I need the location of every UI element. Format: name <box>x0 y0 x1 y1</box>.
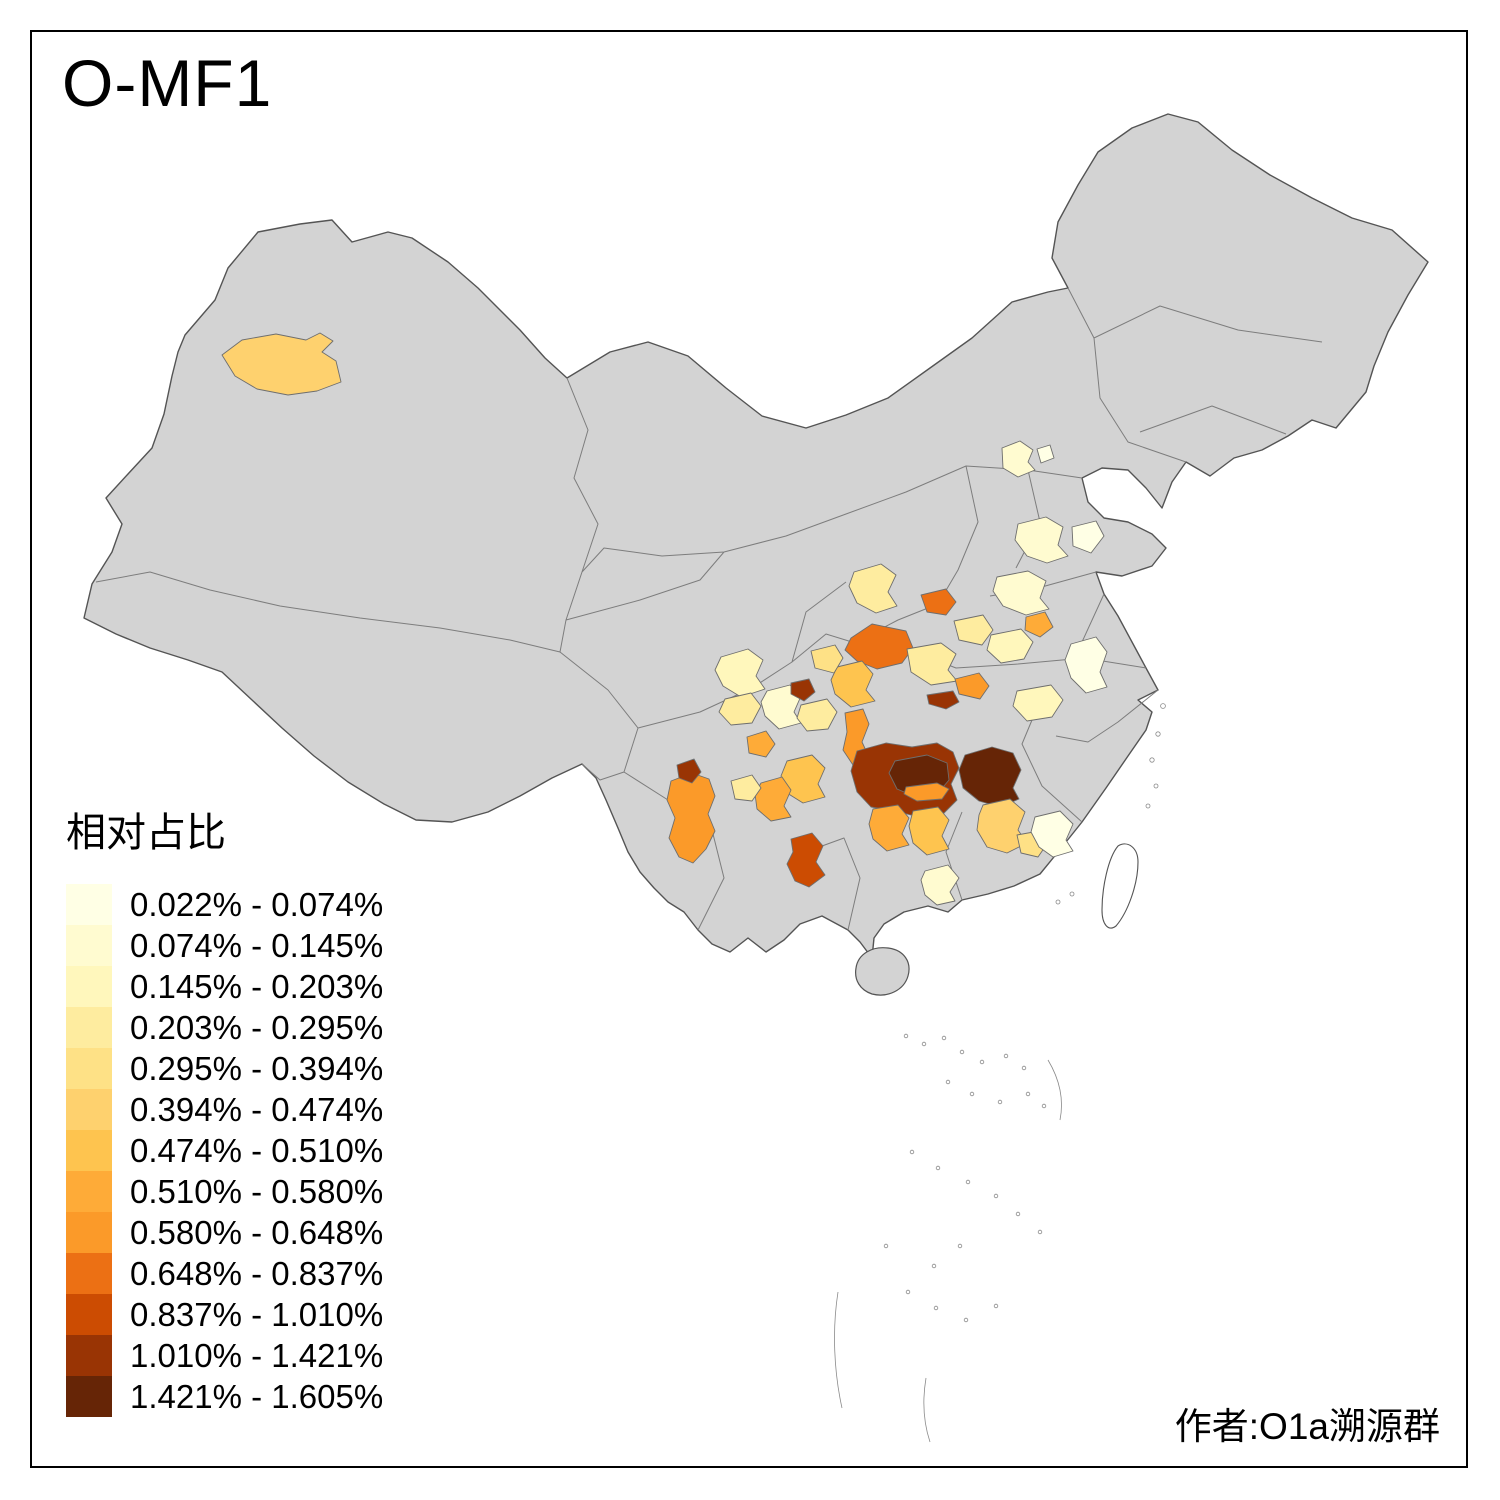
map-region <box>754 776 792 822</box>
legend-row: 1.421% - 1.605% <box>66 1376 383 1417</box>
legend-swatch <box>66 1089 112 1130</box>
legend-swatch <box>66 966 112 1007</box>
map-region <box>976 798 1028 854</box>
map-region <box>790 678 816 702</box>
legend-title: 相对占比 <box>66 811 226 855</box>
legend-label: 1.421% - 1.605% <box>130 1377 384 1415</box>
legend-label: 0.474% - 0.510% <box>130 1131 384 1169</box>
legend-label: 0.837% - 1.010% <box>130 1295 384 1333</box>
legend-swatch <box>66 1007 112 1048</box>
legend-label: 0.648% - 0.837% <box>130 1254 384 1292</box>
legend-label: 0.295% - 0.394% <box>130 1049 384 1087</box>
legend-swatch <box>66 1130 112 1171</box>
map-regions <box>221 332 1108 906</box>
legend-swatch <box>66 1171 112 1212</box>
legend-swatch <box>66 1376 112 1417</box>
map-region <box>920 864 960 906</box>
map-region <box>666 772 716 864</box>
map-region <box>992 570 1050 616</box>
map-region <box>714 648 766 698</box>
map-region <box>1014 516 1069 564</box>
province-borders <box>95 287 1323 931</box>
map-region <box>1012 684 1064 722</box>
figure-border <box>30 30 1468 1468</box>
legend-swatch <box>66 1253 112 1294</box>
hainan-island <box>855 947 910 996</box>
legend-label: 0.394% - 0.474% <box>130 1090 384 1128</box>
map-region <box>730 774 762 802</box>
map-region <box>903 782 950 802</box>
legend-row: 0.510% - 0.580% <box>66 1171 383 1212</box>
map-region <box>796 698 838 732</box>
legend-label: 0.145% - 0.203% <box>130 967 384 1005</box>
page-title: O-MF1 <box>62 46 273 120</box>
legend-row: 0.145% - 0.203% <box>66 966 383 1007</box>
legend-label: 0.510% - 0.580% <box>130 1172 384 1210</box>
map-region <box>786 832 826 888</box>
map-region <box>920 588 957 616</box>
map-region <box>926 690 960 710</box>
map-region <box>848 563 898 614</box>
map-region <box>958 746 1022 808</box>
map-region <box>954 672 990 700</box>
legend-row: 1.010% - 1.421% <box>66 1335 383 1376</box>
map-region <box>906 642 958 686</box>
legend-row: 0.648% - 0.837% <box>66 1253 383 1294</box>
legend-swatch <box>66 884 112 925</box>
legend-label: 0.580% - 0.648% <box>130 1213 384 1251</box>
map-region <box>986 628 1034 664</box>
map-region <box>221 332 342 396</box>
map-region <box>1036 444 1055 464</box>
map-region <box>718 692 762 726</box>
legend-label: 0.022% - 0.074% <box>130 885 384 923</box>
legend-swatch <box>66 1048 112 1089</box>
map-region <box>1064 636 1108 694</box>
taiwan-island <box>1101 843 1139 929</box>
legend-label: 1.010% - 1.421% <box>130 1336 384 1374</box>
legend-row: 0.474% - 0.510% <box>66 1130 383 1171</box>
legend-swatch <box>66 925 112 966</box>
map-region <box>1071 520 1105 554</box>
sea-islands <box>834 703 1166 1443</box>
map-region <box>953 614 994 646</box>
legend-swatch <box>66 1335 112 1376</box>
map-region <box>908 806 950 856</box>
legend-row: 0.074% - 0.145% <box>66 925 383 966</box>
map-region <box>746 730 776 758</box>
map-region <box>676 758 702 784</box>
map-region <box>1001 440 1036 478</box>
map-region <box>868 804 910 852</box>
map-region <box>1024 611 1054 638</box>
legend-row: 0.022% - 0.074% <box>66 884 383 925</box>
legend-label: 0.074% - 0.145% <box>130 926 384 964</box>
map-region <box>844 623 914 670</box>
legend-row: 0.203% - 0.295% <box>66 1007 383 1048</box>
legend-swatch <box>66 1294 112 1335</box>
attribution: 作者:O1a溯源群 <box>1174 1406 1440 1447</box>
legend-row: 0.295% - 0.394% <box>66 1048 383 1089</box>
legend-row: 0.580% - 0.648% <box>66 1212 383 1253</box>
legend-label: 0.203% - 0.295% <box>130 1008 384 1046</box>
legend-swatch <box>66 1212 112 1253</box>
map-region <box>830 660 876 708</box>
map-region <box>1030 810 1074 858</box>
map-region <box>810 644 844 674</box>
legend-row: 0.837% - 1.010% <box>66 1294 383 1335</box>
legend-row: 0.394% - 0.474% <box>66 1089 383 1130</box>
legend: 相对占比 0.022% - 0.074% 0.074% - 0.145% 0.1… <box>66 800 383 1417</box>
